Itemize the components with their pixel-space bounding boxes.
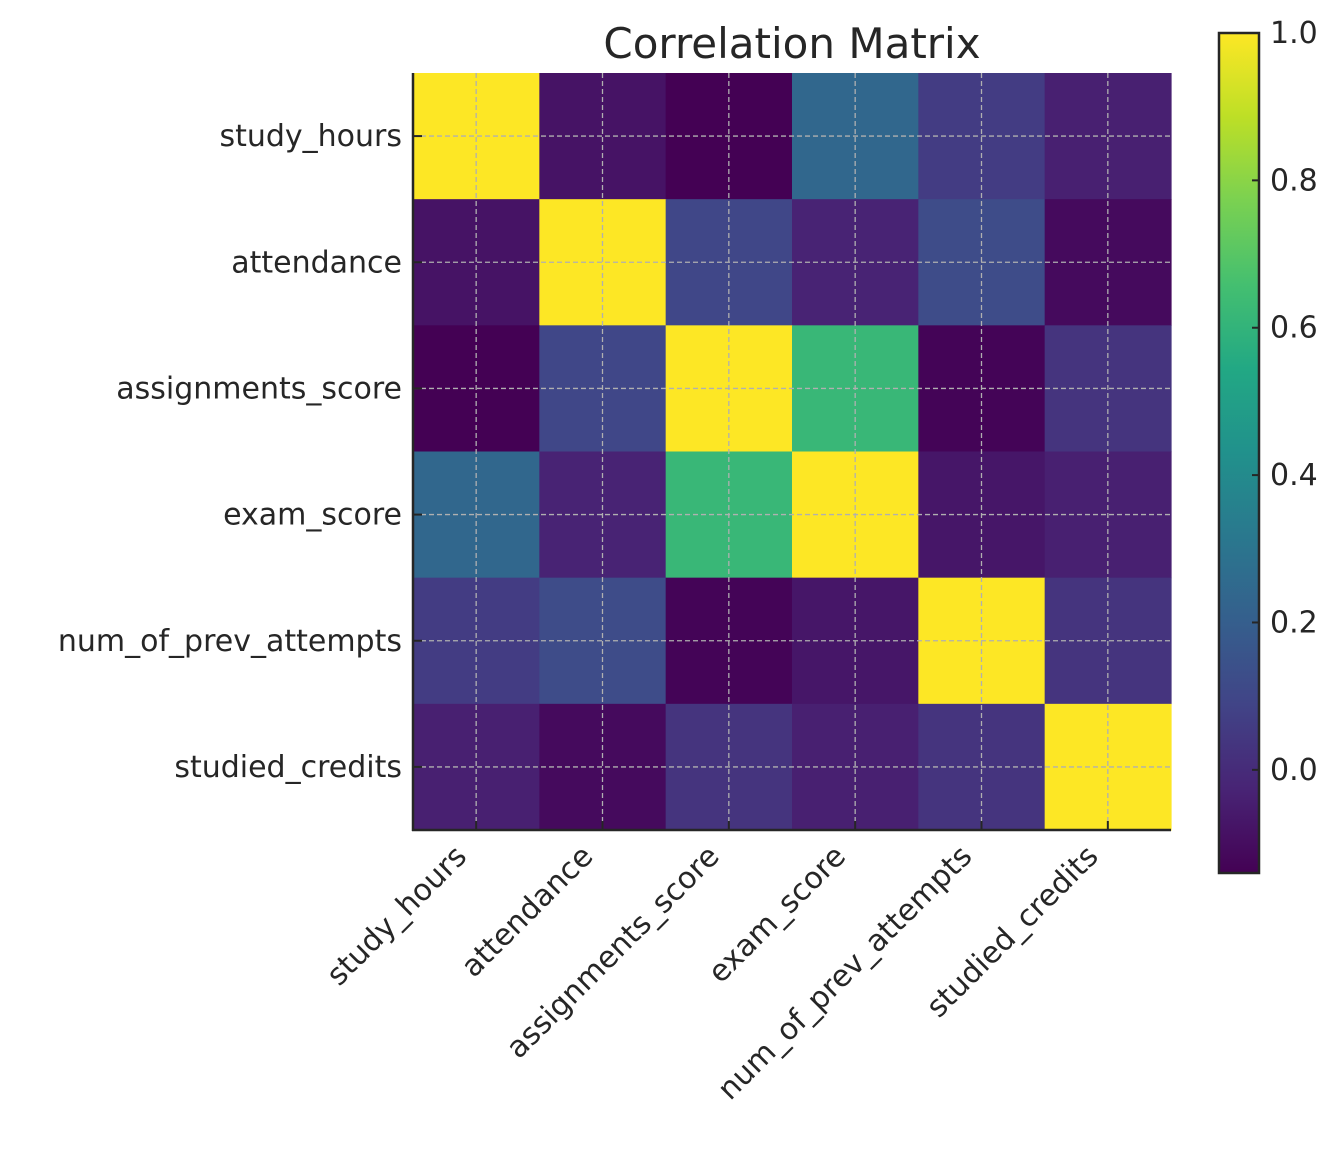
y-tick-label: assignments_score <box>116 371 402 406</box>
colorbar-tick-label: 0.4 <box>1270 458 1318 493</box>
x-tick-label: num_of_prev_attempts <box>711 839 979 1107</box>
colorbar-ticks: 0.0 0.2 0.4 0.6 0.8 1.0 <box>1252 16 1318 788</box>
colorbar <box>1217 31 1261 875</box>
colorbar-tick-label: 0.2 <box>1270 605 1318 640</box>
colorbar-tick-label: 0.8 <box>1270 163 1318 198</box>
colorbar-tick-label: 0.0 <box>1270 753 1318 788</box>
x-tick-label: assignments_score <box>500 839 727 1066</box>
y-tick-label: exam_score <box>223 498 402 533</box>
x-axis-ticks: study_hoursattendanceassignments_scoreex… <box>320 821 1109 1107</box>
y-axis-ticks: study_hours attendance assignments_scoreex… <box>58 119 422 785</box>
colorbar-tick-label: 1.0 <box>1270 16 1318 51</box>
y-tick-label: study_hours <box>219 119 402 154</box>
plot-axes <box>411 73 1171 832</box>
grid-lines <box>413 73 1171 830</box>
colorbar-gradient <box>1217 31 1261 875</box>
chart-title: Correlation Matrix <box>603 19 980 68</box>
heatmap-cells <box>413 73 1172 831</box>
y-tick-label: num_of_prev_attempts <box>58 624 402 659</box>
x-tick-label: study_hours <box>320 839 474 993</box>
y-tick-label: attendance <box>231 245 402 280</box>
colorbar-tick-label: 0.6 <box>1270 311 1318 346</box>
y-tick-label: studied_credits <box>174 750 402 785</box>
